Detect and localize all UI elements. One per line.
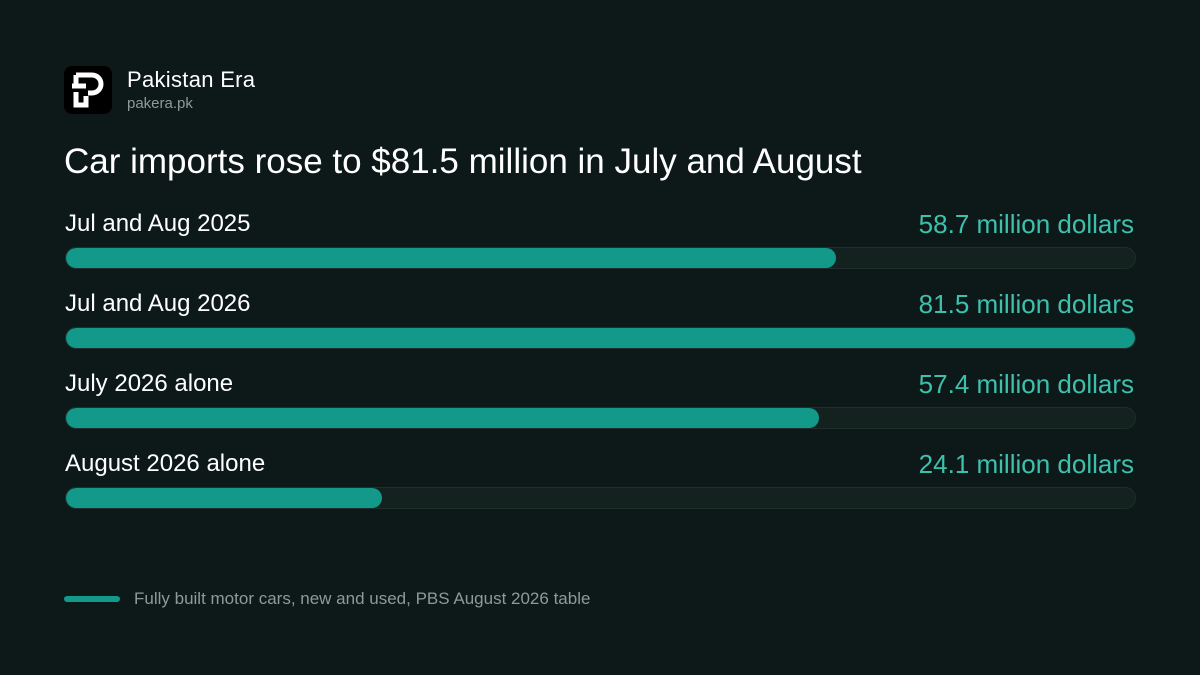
- bar-track: [65, 327, 1136, 349]
- value-label: 57.4 million dollars: [918, 369, 1134, 399]
- pakistan-era-logo-icon: [64, 66, 112, 114]
- bar-track: [65, 487, 1136, 509]
- category-label: Jul and Aug 2026: [65, 290, 251, 317]
- bar-row: August 2026 alone 24.1 million dollars: [65, 445, 1136, 525]
- value-label: 58.7 million dollars: [918, 209, 1134, 239]
- brand-header: Pakistan Era pakera.pk: [64, 66, 255, 114]
- bar-row: July 2026 alone 57.4 million dollars: [65, 365, 1136, 445]
- category-label: Jul and Aug 2025: [65, 210, 251, 237]
- brand-name: Pakistan Era: [127, 66, 256, 92]
- bar-row: Jul and Aug 2025 58.7 million dollars: [65, 205, 1136, 285]
- bar: [66, 248, 836, 268]
- bar-row: Jul and Aug 2026 81.5 million dollars: [65, 285, 1136, 365]
- legend-text: Fully built motor cars, new and used, PB…: [134, 589, 591, 608]
- bar: [66, 328, 1135, 348]
- bar-track: [65, 247, 1136, 269]
- chart-title: Car imports rose to $81.5 million in Jul…: [64, 142, 862, 181]
- category-label: July 2026 alone: [65, 370, 234, 397]
- legend: Fully built motor cars, new and used, PB…: [64, 588, 590, 610]
- bar: [66, 408, 819, 428]
- category-label: August 2026 alone: [65, 450, 266, 477]
- value-label: 24.1 million dollars: [918, 449, 1134, 479]
- brand-url: pakera.pk: [127, 94, 193, 112]
- value-label: 81.5 million dollars: [918, 289, 1134, 319]
- bar-track: [65, 407, 1136, 429]
- legend-swatch: [64, 596, 120, 602]
- bar-chart: Jul and Aug 2025 58.7 million dollars Jul …: [65, 205, 1136, 525]
- bar: [66, 488, 383, 508]
